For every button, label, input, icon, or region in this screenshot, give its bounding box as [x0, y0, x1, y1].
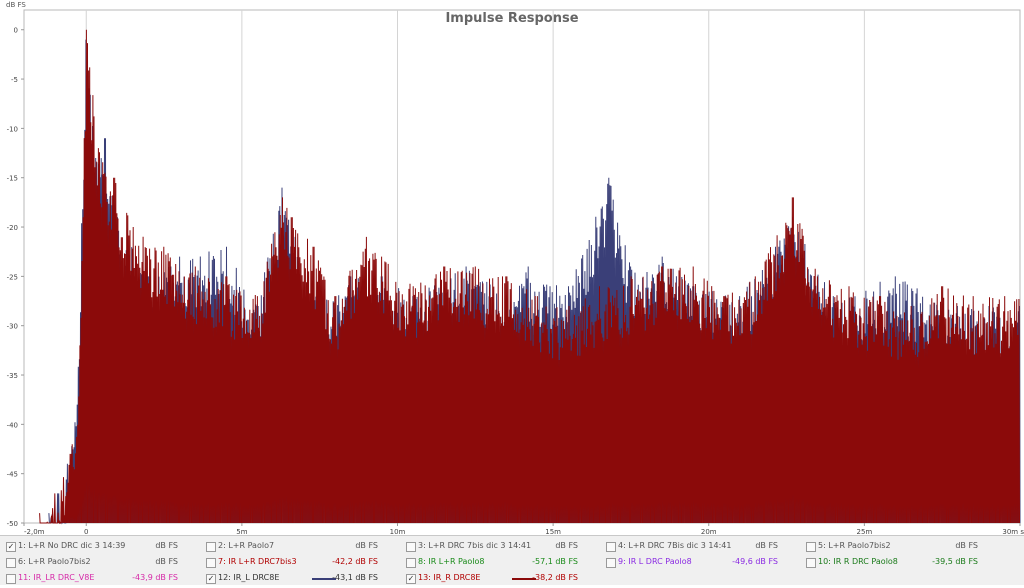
- legend-item[interactable]: 6: L+R Paolo7bis2 dB FS: [0, 552, 200, 572]
- legend-label: 6: L+R Paolo7bis2: [18, 557, 91, 566]
- y-tick-label: -20: [7, 224, 18, 232]
- y-axis: 0 -5 -10 -15 -20 -25 -30 -35 -40 -45 -50: [7, 27, 24, 528]
- y-tick-label: -35: [7, 372, 18, 380]
- legend-checkbox[interactable]: [6, 574, 16, 584]
- legend-checkbox[interactable]: [806, 542, 816, 552]
- legend-label: 9: IR L DRC Paolo8: [618, 557, 692, 566]
- legend-value: dB FS: [755, 541, 778, 550]
- legend-item[interactable]: 5: L+R Paolo7bis2 dB FS: [800, 536, 1000, 556]
- legend-item[interactable]: ✓ 1: L+R No DRC dic 3 14:39 dB FS: [0, 536, 200, 556]
- legend-value: -43,9 dB FS: [132, 573, 178, 582]
- legend-label: 3: L+R DRC 7bis dic 3 14:41: [418, 541, 532, 550]
- legend-item[interactable]: 10: IR R DRC Paolo8 -39,5 dB FS: [800, 552, 1000, 572]
- legend-checkbox[interactable]: [406, 558, 416, 568]
- y-tick-label: -15: [7, 175, 18, 183]
- x-tick-label: -2,0m: [24, 528, 45, 535]
- legend-label: 5: L+R Paolo7bis2: [818, 541, 891, 550]
- legend-item[interactable]: 3: L+R DRC 7bis dic 3 14:41 dB FS: [400, 536, 600, 556]
- x-tick-label: 10m: [390, 528, 406, 535]
- legend-row: ✓ 1: L+R No DRC dic 3 14:39 dB FS 2: L+R Pa…: [0, 536, 1024, 556]
- y-tick-label: -10: [7, 125, 18, 133]
- impulse-response-chart: 0 -5 -10 -15 -20 -25 -30 -35 -40 -45 -50 -2,0m 0 5m 1…: [6, 1, 1024, 535]
- series-layer: [39, 29, 1021, 525]
- legend-value: -43,1 dB FS: [332, 573, 378, 582]
- legend-checkbox[interactable]: [206, 542, 216, 552]
- legend-value: dB FS: [155, 557, 178, 566]
- legend-label: 13: IR_R DRC8E: [418, 573, 481, 582]
- legend-value: -39,5 dB FS: [932, 557, 978, 566]
- legend-value: -57,1 dB FS: [532, 557, 578, 566]
- legend-checkbox[interactable]: ✓: [6, 542, 16, 552]
- legend-label: 2: L+R Paolo7: [218, 541, 275, 550]
- x-tick-label: 15m: [545, 528, 561, 535]
- legend-line-swatch: [512, 578, 536, 580]
- legend-row: 11: IR_LR DRC_V8E -43,9 dB FS ✓ 12: IR_L DR…: [0, 568, 1024, 588]
- legend-checkbox[interactable]: [406, 542, 416, 552]
- legend-item[interactable]: 4: L+R DRC 7Bis dic 3 14:41 dB FS: [600, 536, 800, 556]
- x-tick-label: 25m: [857, 528, 873, 535]
- legend-checkbox[interactable]: [806, 558, 816, 568]
- y-tick-label: 0: [14, 27, 18, 35]
- x-tick-label: 30m s: [1002, 528, 1024, 535]
- legend-value: -38,2 dB FS: [532, 573, 578, 582]
- legend-checkbox[interactable]: [606, 542, 616, 552]
- x-tick-label: 0: [84, 528, 88, 535]
- legend-panel: ✓ 1: L+R No DRC dic 3 14:39 dB FS 2: L+R Pa…: [0, 535, 1024, 585]
- legend-item[interactable]: 9: IR L DRC Paolo8 -49,6 dB FS: [600, 552, 800, 572]
- legend-label: 1: L+R No DRC dic 3 14:39: [18, 541, 126, 550]
- legend-checkbox[interactable]: [6, 558, 16, 568]
- y-tick-label: -5: [11, 76, 18, 84]
- legend-label: 12: IR_L DRC8E: [218, 573, 280, 582]
- y-tick-label: -25: [7, 273, 18, 281]
- legend-label: 10: IR R DRC Paolo8: [818, 557, 898, 566]
- legend-value: dB FS: [955, 541, 978, 550]
- legend-value: dB FS: [155, 541, 178, 550]
- legend-value: -42,2 dB FS: [332, 557, 378, 566]
- legend-value: dB FS: [355, 541, 378, 550]
- legend-checkbox[interactable]: ✓: [206, 574, 216, 584]
- legend-item[interactable]: 11: IR_LR DRC_V8E -43,9 dB FS: [0, 568, 200, 588]
- legend-line-swatch: [312, 578, 336, 580]
- y-tick-label: -30: [7, 323, 18, 331]
- legend-label: 11: IR_LR DRC_V8E: [18, 573, 95, 582]
- x-tick-label: 5m: [236, 528, 247, 535]
- y-tick-label: -45: [7, 471, 18, 479]
- legend-item[interactable]: 7: IR L+R DRC7bis3 -42,2 dB FS: [200, 552, 400, 572]
- legend-item[interactable]: 8: IR L+R Paolo8 -57,1 dB FS: [400, 552, 600, 572]
- legend-item[interactable]: ✓ 12: IR_L DRC8E -43,1 dB FS: [200, 568, 400, 588]
- series-line-2: [39, 29, 1020, 525]
- legend-checkbox[interactable]: ✓: [406, 574, 416, 584]
- x-axis: -2,0m 0 5m 10m 15m 20m 25m 30m s: [23, 523, 1024, 535]
- y-tick-label: -40: [7, 421, 18, 429]
- legend-label: 8: IR L+R Paolo8: [418, 557, 485, 566]
- chart-title: Impulse Response: [445, 11, 578, 26]
- legend-row: 6: L+R Paolo7bis2 dB FS 7: IR L+R DRC7bis3…: [0, 552, 1024, 572]
- legend-label: 4: L+R DRC 7Bis dic 3 14:41: [618, 541, 732, 550]
- y-axis-label: dB FS: [6, 1, 26, 9]
- legend-checkbox[interactable]: [206, 558, 216, 568]
- legend-value: dB FS: [555, 541, 578, 550]
- legend-label: 7: IR L+R DRC7bis3: [218, 557, 297, 566]
- legend-item[interactable]: ✓ 13: IR_R DRC8E -38,2 dB FS: [400, 568, 600, 588]
- legend-item[interactable]: 2: L+R Paolo7 dB FS: [200, 536, 400, 556]
- y-tick-label: -50: [7, 520, 18, 528]
- legend-checkbox[interactable]: [606, 558, 616, 568]
- legend-value: -49,6 dB FS: [732, 557, 778, 566]
- x-tick-label: 20m: [701, 528, 717, 535]
